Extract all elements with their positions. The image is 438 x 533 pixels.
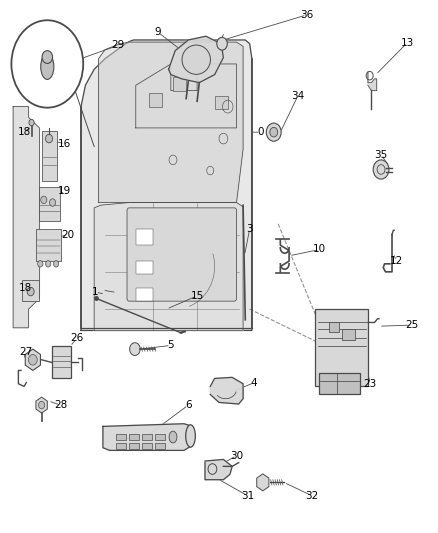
Circle shape xyxy=(266,123,281,141)
Text: 34: 34 xyxy=(291,91,304,101)
Polygon shape xyxy=(36,397,47,413)
Polygon shape xyxy=(169,36,223,83)
Text: 18: 18 xyxy=(18,127,31,137)
Ellipse shape xyxy=(186,425,195,447)
FancyBboxPatch shape xyxy=(127,208,237,301)
Text: 5: 5 xyxy=(167,341,174,350)
Circle shape xyxy=(49,199,56,206)
Polygon shape xyxy=(205,459,232,480)
Bar xyxy=(39,187,60,221)
Bar xyxy=(116,443,126,449)
Polygon shape xyxy=(368,72,377,91)
Bar xyxy=(342,329,355,340)
Circle shape xyxy=(11,20,83,108)
Polygon shape xyxy=(99,42,243,203)
Text: 13: 13 xyxy=(401,38,414,47)
Text: 12: 12 xyxy=(390,256,403,266)
Circle shape xyxy=(53,261,59,267)
Polygon shape xyxy=(13,107,39,328)
Text: 9: 9 xyxy=(154,27,161,37)
Circle shape xyxy=(217,37,227,50)
Bar xyxy=(52,346,71,378)
Bar xyxy=(136,229,153,245)
Text: 32: 32 xyxy=(305,491,318,500)
Text: 15: 15 xyxy=(191,291,204,301)
Ellipse shape xyxy=(41,54,54,79)
Bar xyxy=(142,443,152,449)
Bar xyxy=(142,434,152,440)
Bar xyxy=(215,96,228,109)
Text: 0: 0 xyxy=(258,127,264,137)
Text: 19: 19 xyxy=(58,186,71,196)
Text: 36: 36 xyxy=(300,10,313,20)
Text: 18: 18 xyxy=(19,283,32,293)
Polygon shape xyxy=(81,40,252,330)
Polygon shape xyxy=(94,203,243,330)
Polygon shape xyxy=(257,474,269,491)
Text: 23: 23 xyxy=(364,379,377,389)
Text: 25: 25 xyxy=(405,320,418,330)
Text: 3: 3 xyxy=(246,224,253,234)
Circle shape xyxy=(28,354,37,365)
Circle shape xyxy=(270,127,278,137)
Ellipse shape xyxy=(169,431,177,443)
Circle shape xyxy=(38,261,43,267)
Bar xyxy=(155,443,165,449)
Text: 30: 30 xyxy=(230,451,243,461)
Circle shape xyxy=(46,261,51,267)
Circle shape xyxy=(29,119,34,126)
Bar xyxy=(36,229,61,261)
Bar xyxy=(315,309,368,386)
Bar xyxy=(136,261,153,274)
Circle shape xyxy=(41,196,47,204)
Text: 31: 31 xyxy=(241,491,254,500)
Bar xyxy=(42,131,57,181)
Circle shape xyxy=(27,287,34,296)
Text: 28: 28 xyxy=(54,400,67,410)
Bar xyxy=(116,434,126,440)
Bar xyxy=(155,434,165,440)
Text: 26: 26 xyxy=(70,334,83,343)
Text: 6: 6 xyxy=(185,400,192,410)
Bar xyxy=(328,322,339,332)
Text: 35: 35 xyxy=(374,150,388,159)
Polygon shape xyxy=(103,424,195,450)
Text: 29: 29 xyxy=(112,41,125,50)
Text: 1: 1 xyxy=(92,287,99,297)
Circle shape xyxy=(42,51,53,63)
Bar xyxy=(319,373,360,394)
Circle shape xyxy=(373,160,389,179)
Text: 27: 27 xyxy=(19,347,32,357)
Polygon shape xyxy=(25,349,40,370)
Bar xyxy=(129,443,139,449)
Bar xyxy=(136,288,153,301)
Circle shape xyxy=(39,401,45,409)
Circle shape xyxy=(46,134,53,143)
Bar xyxy=(129,434,139,440)
Circle shape xyxy=(130,343,140,356)
Bar xyxy=(22,280,39,301)
Text: 20: 20 xyxy=(61,230,74,239)
Ellipse shape xyxy=(182,45,211,74)
Bar xyxy=(173,77,186,91)
Polygon shape xyxy=(210,377,243,404)
Text: 4: 4 xyxy=(251,378,258,387)
Bar xyxy=(149,93,162,107)
Text: 10: 10 xyxy=(313,245,326,254)
Text: 16: 16 xyxy=(58,139,71,149)
